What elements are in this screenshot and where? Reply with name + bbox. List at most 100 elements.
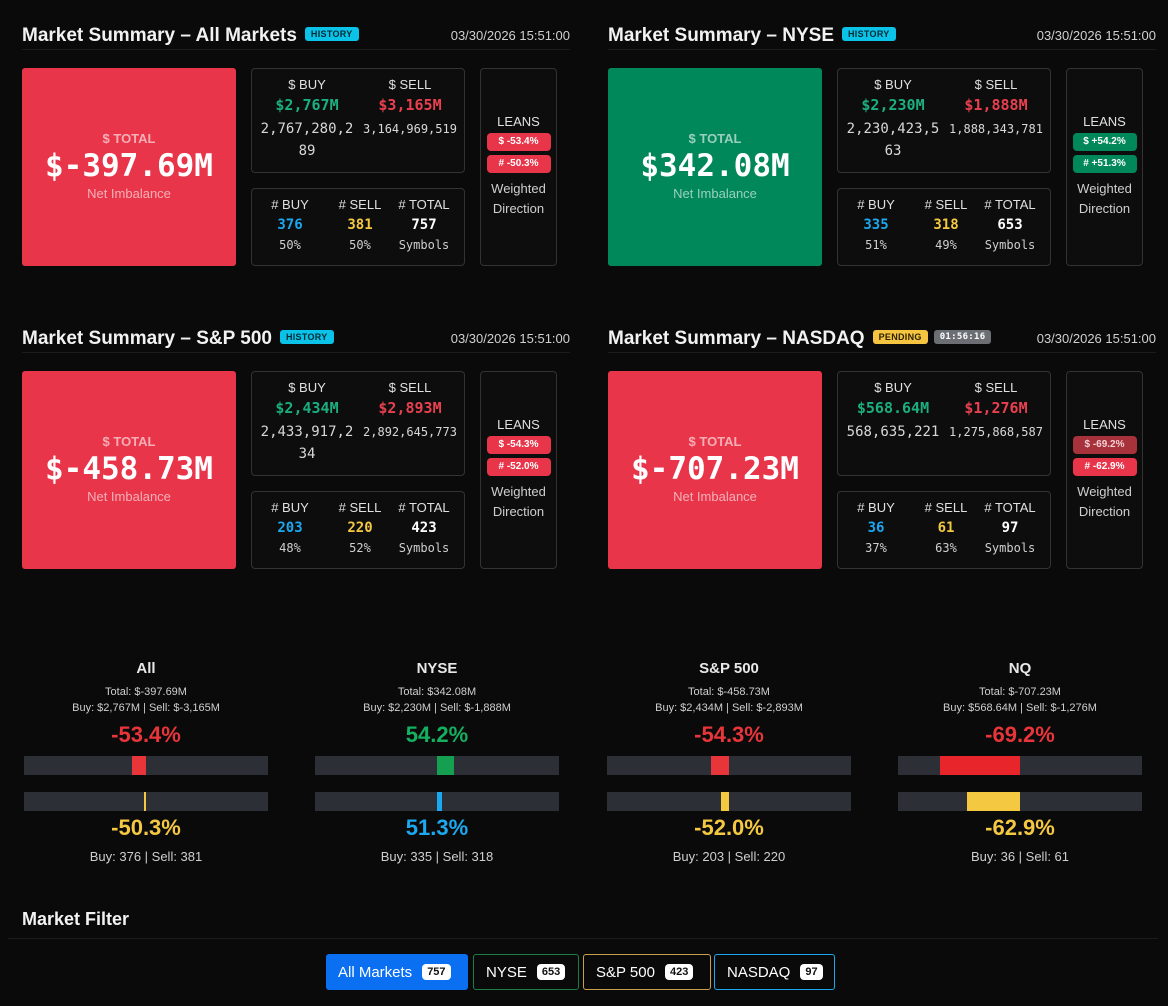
count-lean-fill [720, 792, 729, 811]
total-count: 757 [411, 217, 437, 233]
gauge-all: All Total: $-397.69M Buy: $2,767M | Sell… [24, 660, 268, 864]
summary-title: Market Summary – S&P 500 HISTORY [22, 328, 334, 350]
summary-panel-nasdaq: Market Summary – NASDAQ PENDING 01:56:16 0… [608, 323, 1156, 593]
buy-dollar-label: $ BUY [288, 380, 326, 395]
weighted-direction-label: Weighted Direction [491, 181, 546, 216]
history-badge[interactable]: HISTORY [304, 26, 359, 41]
count-card: # BUY 203 48% # SELL 220 52% # TOTAL 423 Symbo… [251, 491, 465, 569]
buy-pct: 37% [865, 541, 887, 555]
summary-timestamp: 03/30/2026 15:51:00 [450, 331, 570, 346]
dollar-lean-fill [711, 756, 729, 775]
total-count-label: # TOTAL [398, 500, 450, 515]
filter-button-nyse[interactable]: NYSE 653 [473, 954, 579, 990]
buy-pct: 51% [865, 238, 887, 252]
leans-card: LEANS $ -69.2% # -62.9% Weighted Directio… [1066, 371, 1143, 569]
buy-dollar-label: $ BUY [288, 77, 326, 92]
gauge-total: Total: $-707.23M [979, 686, 1061, 698]
gauge-dollar-pct: -69.2% [985, 722, 1055, 747]
sell-count-label: # SELL [338, 500, 382, 515]
sell-count-label: # SELL [924, 500, 968, 515]
dollar-lean-bar [607, 756, 851, 775]
sell-count: 220 [347, 520, 373, 536]
symbols-label: Symbols [398, 541, 450, 555]
sell-dollar-label: $ SELL [388, 77, 432, 92]
sell-count-label: # SELL [924, 197, 968, 212]
gauge-count-pct: -50.3% [111, 815, 181, 840]
gauge-buy-sell-dollars: Buy: $2,230M | Sell: $-1,888M [363, 702, 511, 714]
sell-dollar-raw: 1,275,868,587 [949, 425, 1043, 439]
gauge-count-pct: -62.9% [985, 815, 1055, 840]
gauge-total: Total: $-458.73M [688, 686, 770, 698]
gauge-buy-sell-dollars: Buy: $568.64M | Sell: $-1,276M [943, 702, 1097, 714]
total-count: 97 [1001, 520, 1019, 536]
filter-button-all-markets[interactable]: All Markets 757 [326, 954, 468, 990]
total-label: $ TOTAL [102, 434, 156, 449]
buy-count-label: # BUY [271, 500, 309, 515]
sell-count: 318 [933, 217, 959, 233]
total-count-label: # TOTAL [984, 500, 1036, 515]
lean-count-pill: # -52.0% [486, 458, 551, 476]
buy-count: 335 [863, 217, 889, 233]
filter-label: NYSE [486, 963, 527, 981]
leans-title: LEANS [1083, 114, 1126, 129]
dollar-card: $ BUY $2,767M 2,767,280,289 $ SELL $3,165M 3… [251, 68, 465, 173]
count-lean-fill [144, 792, 146, 811]
gauge-nq: NQ Total: $-707.23M Buy: $568.64M | Sell… [898, 660, 1142, 864]
summary-title: Market Summary – All Markets HISTORY [22, 25, 359, 47]
buy-dollar-raw: 2,433,917,234 [260, 424, 354, 462]
lean-dollar-pill: $ -53.4% [486, 133, 551, 151]
lean-dollar-pill: $ +54.2% [1072, 133, 1137, 151]
gauge-dollar-pct: 54.2% [405, 722, 469, 747]
total-value: $-397.69M [45, 148, 213, 184]
gauge-buy-sell-counts: Buy: 36 | Sell: 61 [970, 849, 1070, 864]
total-value: $342.08M [640, 148, 790, 184]
buy-dollar-short: $2,767M [275, 96, 339, 114]
weighted-direction-label: Weighted Direction [1077, 181, 1132, 216]
filter-count-badge: 97 [800, 964, 823, 980]
count-lean-fill [437, 792, 443, 811]
total-value: $-458.73M [45, 451, 213, 487]
lean-count-pill: # -62.9% [1072, 458, 1137, 476]
count-lean-bar [898, 792, 1142, 811]
summary-header: Market Summary – NASDAQ PENDING 01:56:16 0… [608, 323, 1156, 353]
sell-dollar-label: $ SELL [974, 380, 1018, 395]
dollar-lean-bar [24, 756, 268, 775]
buy-count-label: # BUY [271, 197, 309, 212]
count-card: # BUY 36 37% # SELL 61 63% # TOTAL 97 Symbols [837, 491, 1051, 569]
dollar-lean-fill [940, 756, 1020, 775]
buy-count-label: # BUY [857, 197, 895, 212]
count-card: # BUY 376 50% # SELL 381 50% # TOTAL 757 Symbo… [251, 188, 465, 266]
history-badge[interactable]: HISTORY [842, 26, 896, 41]
summary-timestamp: 03/30/2026 15:51:00 [1036, 331, 1156, 346]
filter-button-sp500[interactable]: S&P 500 423 [583, 954, 711, 990]
weighted-direction-label: Weighted Direction [1077, 484, 1132, 519]
filter-count-badge: 757 [422, 964, 451, 980]
lean-count-pill: # +51.3% [1072, 155, 1137, 173]
buy-count: 36 [867, 520, 885, 536]
sell-dollar-short: $1,276M [964, 399, 1028, 417]
history-badge[interactable]: HISTORY [279, 329, 334, 344]
count-lean-bar [607, 792, 851, 811]
sell-dollar-label: $ SELL [974, 77, 1018, 92]
gauge-total: Total: $342.08M [397, 686, 477, 698]
sell-pct: 50% [349, 238, 371, 252]
gauge-buy-sell-dollars: Buy: $2,767M | Sell: $-3,165M [72, 702, 220, 714]
gauge-title: NQ [1008, 660, 1032, 677]
total-label: $ TOTAL [688, 131, 742, 146]
buy-dollar-short: $2,434M [275, 399, 339, 417]
lean-dollar-pill: $ -69.2% [1072, 436, 1137, 454]
net-imbalance-label: Net Imbalance [673, 489, 757, 504]
buy-count-label: # BUY [857, 500, 895, 515]
summary-timestamp: 03/30/2026 15:51:00 [1036, 28, 1156, 43]
total-count: 423 [411, 520, 437, 536]
total-count-label: # TOTAL [984, 197, 1036, 212]
filter-button-nasdaq[interactable]: NASDAQ 97 [714, 954, 835, 990]
gauge-buy-sell-counts: Buy: 376 | Sell: 381 [89, 849, 203, 864]
symbols-label: Symbols [984, 541, 1036, 555]
sell-count-label: # SELL [338, 197, 382, 212]
dollar-lean-fill [437, 756, 455, 775]
pending-badge: PENDING [872, 329, 928, 344]
sell-pct: 52% [349, 541, 371, 555]
buy-pct: 48% [279, 541, 301, 555]
gauge-title: S&P 500 [699, 660, 759, 677]
